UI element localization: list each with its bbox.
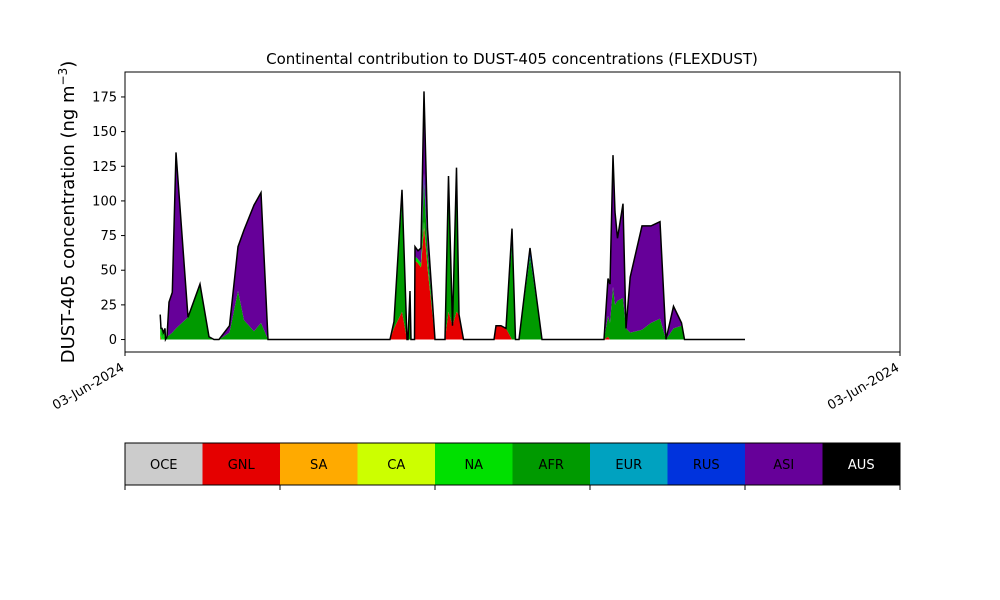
legend: OCE GNL SA CA NA AFR EUR RUS ASI AUS <box>124 442 901 490</box>
x-tick-label: 03-Jun-2024 <box>825 360 902 413</box>
chart-title: Continental contribution to DUST-405 con… <box>266 50 758 68</box>
legend-label-rus: RUS <box>693 458 720 473</box>
y-axis-label-text: DUST-405 concentration (ng m <box>58 85 79 363</box>
legend-swatch-sa <box>280 443 358 485</box>
legend-swatch-ca <box>357 443 435 485</box>
legend-frame <box>124 442 901 486</box>
y-tick-label: 175 <box>92 90 117 105</box>
stacked-areas <box>159 91 745 343</box>
legend-swatch-gnl <box>202 443 280 485</box>
legend-swatch-oce <box>125 443 203 485</box>
legend-label-ca: CA <box>387 458 405 473</box>
y-tick-label: 125 <box>92 160 117 175</box>
legend-swatch-aus <box>822 443 900 485</box>
y-tick-label: 50 <box>100 264 117 279</box>
legend-label-na: NA <box>464 458 483 473</box>
legend-label-asi: ASI <box>773 458 794 473</box>
legend-swatch-eur <box>590 443 668 485</box>
y-tick-label: 0 <box>109 333 117 348</box>
x-tick-label: 03-Jun-2024 <box>50 360 127 413</box>
legend-label-gnl: GNL <box>228 458 256 473</box>
legend-label-sa: SA <box>310 458 327 473</box>
y-axis-label: DUST-405 concentration (ng m−3) <box>56 61 79 364</box>
x-axis-ticks: 03-Jun-2024 03-Jun-2024 <box>50 352 902 413</box>
y-axis-label-superscript: −3 <box>56 68 70 86</box>
legend-label-aus: AUS <box>848 458 875 473</box>
y-tick-label: 100 <box>92 194 117 209</box>
legend-label-oce: OCE <box>150 458 178 473</box>
total-outline <box>159 91 745 343</box>
legend-swatch-asi <box>745 443 823 485</box>
y-axis-label-suffix: ) <box>58 61 79 68</box>
legend-swatch-afr <box>512 443 590 485</box>
legend-label-afr: AFR <box>539 458 564 473</box>
y-tick-label: 75 <box>100 229 117 244</box>
y-tick-label: 25 <box>100 298 117 313</box>
legend-label-eur: EUR <box>615 458 642 473</box>
plot-frame <box>124 71 901 353</box>
y-tick-label: 150 <box>92 125 117 140</box>
y-axis-ticks: 0 25 50 75 100 125 150 175 <box>92 90 125 348</box>
legend-swatch-rus <box>667 443 745 485</box>
legend-swatch-na <box>435 443 513 485</box>
